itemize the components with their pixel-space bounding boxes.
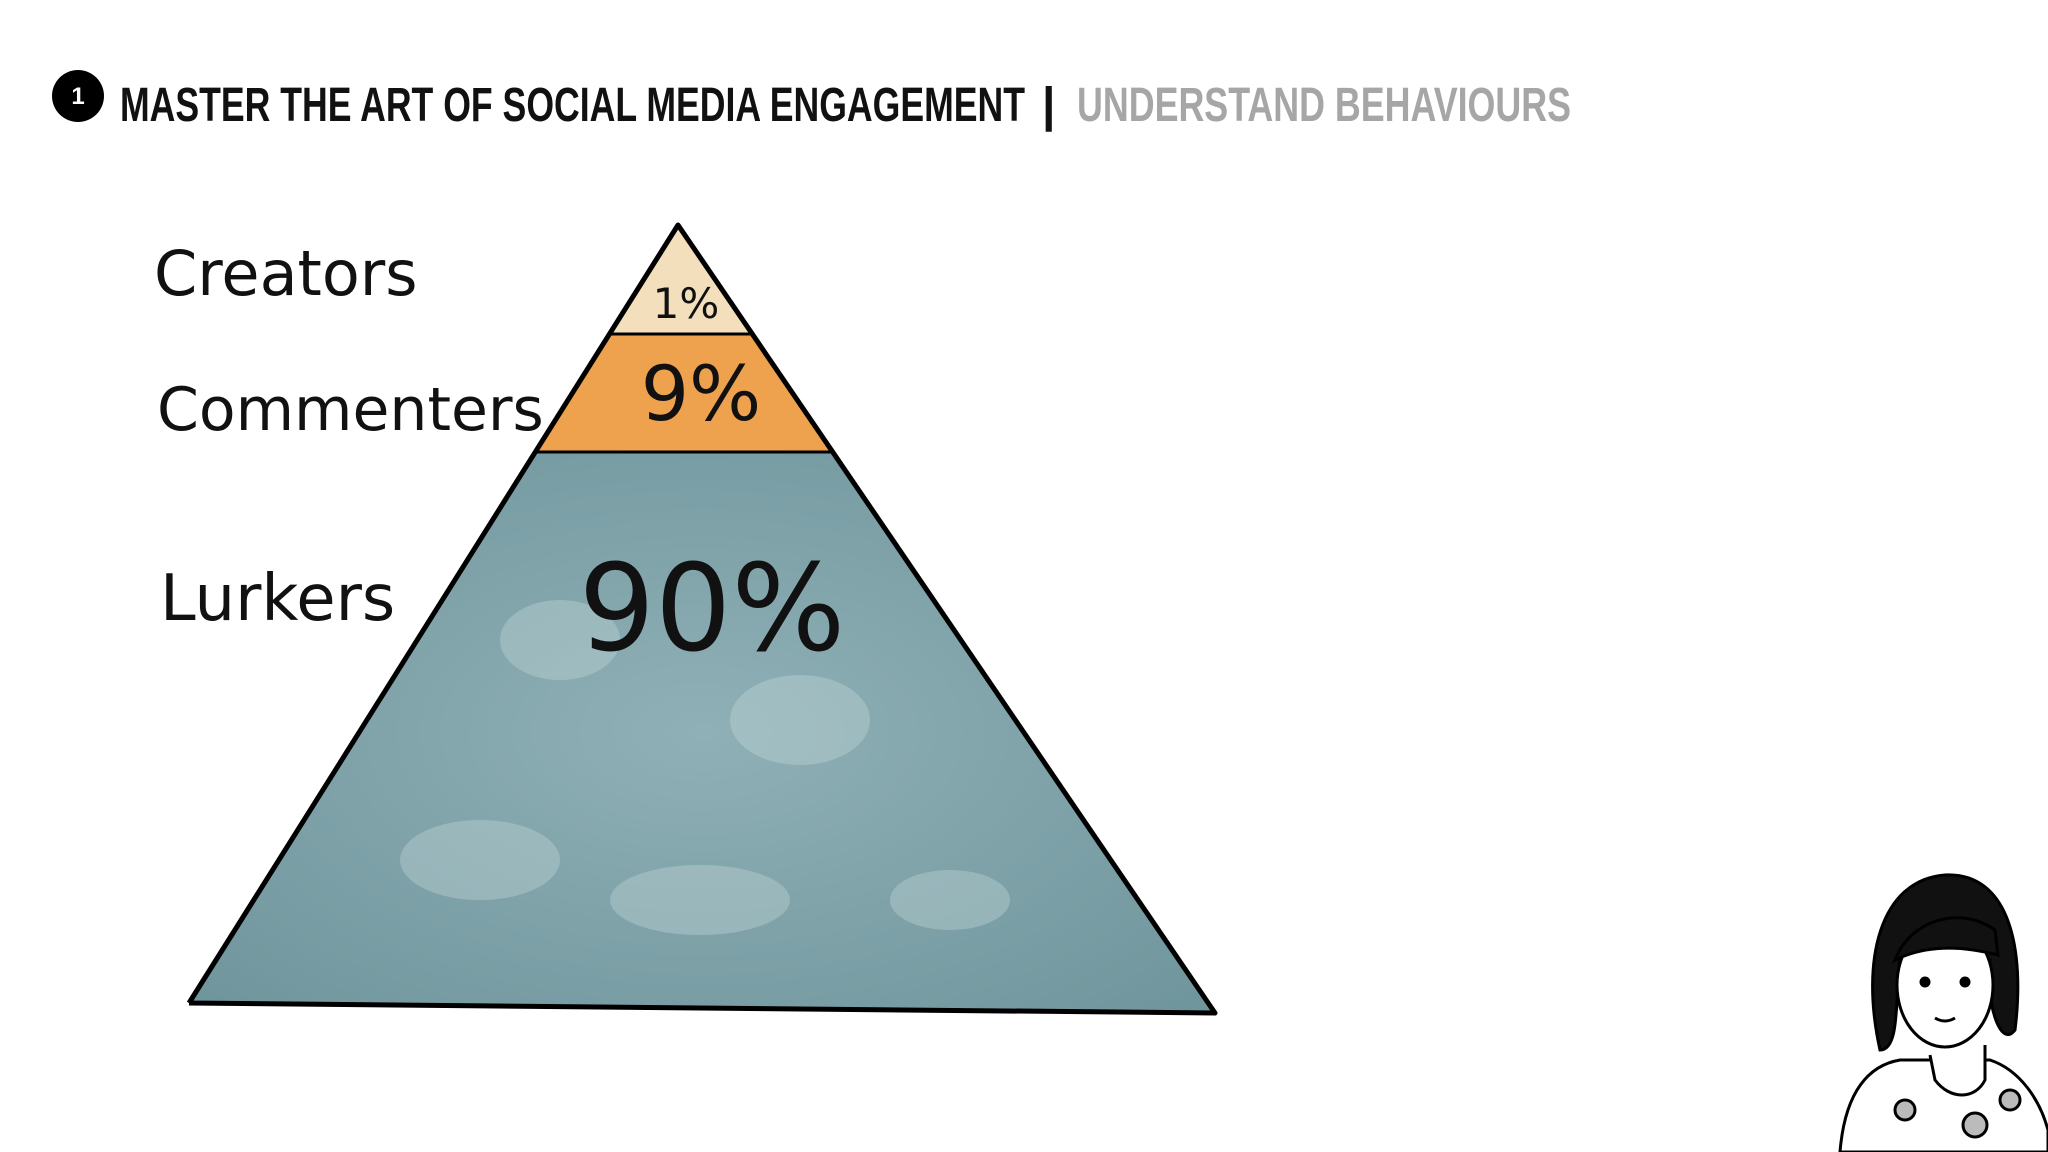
texture xyxy=(400,600,1010,935)
commenters-tier xyxy=(535,334,835,452)
step-badge xyxy=(52,70,104,122)
separator: | xyxy=(1042,79,1055,132)
lurkers-tier xyxy=(189,452,1215,1013)
level-share: 9% xyxy=(641,349,762,438)
level-share: 1% xyxy=(653,279,720,328)
title: MASTER THE ART OF SOCIAL MEDIA ENGAGEMEN… xyxy=(120,79,1025,132)
level-label: Lurkers xyxy=(160,562,395,636)
step-number: 1 xyxy=(71,83,84,110)
pyramid-outline xyxy=(186,222,1218,1016)
level-label: Creators xyxy=(154,237,418,310)
subtitle: UNDERSTAND BEHAVIOURS xyxy=(1077,79,1571,132)
level-share: 90% xyxy=(579,540,846,679)
creators-tier xyxy=(609,225,753,334)
presenter-illustration xyxy=(1838,873,2048,1152)
level-label: Commenters xyxy=(157,375,544,445)
